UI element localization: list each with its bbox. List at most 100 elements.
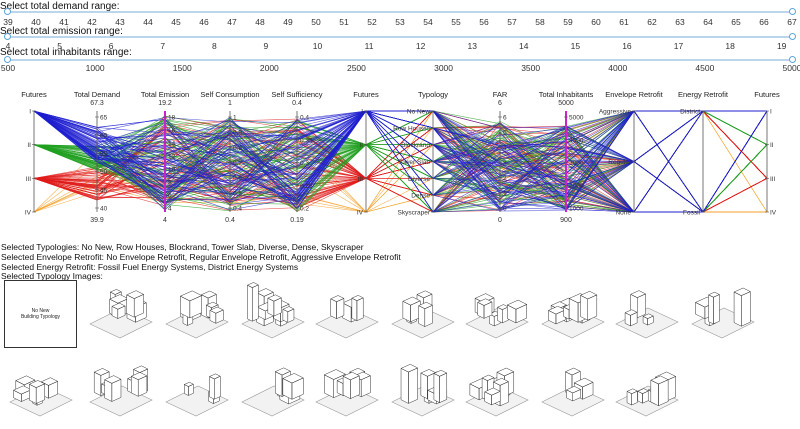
slider-tick-label: 42: [87, 17, 97, 27]
inhabitants-range-max-handle[interactable]: [789, 56, 796, 63]
selected-typologies-text: Selected Typologies: No New, Row Houses,…: [1, 242, 364, 252]
axis-tick-label: III: [358, 176, 364, 183]
slider-tick-label: 46: [199, 17, 209, 27]
demand-range-max-handle[interactable]: [789, 8, 796, 15]
axis-title: Total Emission: [141, 90, 189, 99]
axis-tick-label: 0.7: [233, 160, 242, 167]
emission-range-slider[interactable]: [8, 36, 792, 38]
slider-tick-label: 11: [364, 41, 374, 51]
series-line: [33, 110, 768, 213]
axis-tick-label: I: [29, 109, 31, 116]
axis-tick-label: III: [770, 176, 776, 183]
emission-range-max-handle[interactable]: [789, 33, 796, 40]
axis-tick-label: 0.2: [300, 206, 309, 213]
axis-tick-label: Regular: [608, 159, 632, 166]
inhabitants-range-min-handle[interactable]: [4, 56, 11, 63]
slider-tick-label: 41: [59, 17, 69, 27]
axis-tick-label: Aggressive: [599, 109, 632, 116]
axis-tick-label: 6: [168, 193, 172, 200]
axis-title: FAR: [493, 90, 508, 99]
axis-min-label: 4: [163, 217, 167, 224]
axis-tick-label: 0.3: [300, 160, 309, 167]
axis-max-label: 67.3: [90, 100, 104, 107]
typology-image-skyscraper: [536, 358, 608, 424]
slider-tick-label: 62: [647, 17, 657, 27]
slider-tick-label: 15: [570, 41, 581, 51]
slider-tick-label: 43: [115, 17, 125, 27]
slider-tick-label: 7: [160, 41, 166, 51]
axis-tick-label: 3000: [569, 160, 584, 167]
slider-tick-label: 53: [395, 17, 405, 27]
axis-min-label: 0.4: [225, 217, 235, 224]
axis-tick-label: 4: [168, 206, 172, 213]
axis-max-label: 19.2: [158, 100, 172, 107]
axis-tick-label: Diverse: [408, 176, 430, 183]
typology-image-diverse: [386, 358, 458, 424]
typology-image-row-houses: [160, 358, 232, 424]
slider-tick-label: 50: [311, 17, 321, 27]
axis-title: Typology: [418, 90, 448, 99]
typology-image-diverse: [686, 280, 758, 346]
axis-tick-label: II: [27, 142, 31, 149]
axis-title: Total Inhabitants: [539, 90, 594, 99]
demand-range-min-handle[interactable]: [4, 8, 11, 15]
slider-tick-label: 1000: [85, 63, 105, 73]
axis-tick-label: 6: [503, 115, 507, 122]
axis-tick-label: 0.5: [233, 190, 242, 197]
slider-tick-label: 59: [563, 17, 573, 27]
no-new-image-text-2: Building Typology: [20, 314, 61, 320]
axis-tick-label: III: [26, 176, 32, 183]
axis-tick-label: 60: [100, 133, 108, 140]
axis-min-label: 39.9: [90, 217, 104, 224]
axis-title: Futures: [754, 90, 780, 99]
slider-tick-label: 5000: [782, 63, 800, 73]
slider-tick-label: 64: [703, 17, 713, 27]
demand-range-ticks: 39 40 41 42 43 44 45 46 47 48 49 50 51 52 53 54 55 56 57 58…: [0, 17, 800, 27]
axis-min-label: 900: [560, 217, 572, 224]
axis-tick-label: 1: [233, 115, 237, 122]
slider-tick-label: 14: [519, 41, 529, 51]
typology-image-dense: [4, 358, 76, 424]
slider-tick-label: 12: [415, 41, 426, 51]
slider-tick-label: 4000: [608, 63, 628, 73]
slider-tick-label: 39: [3, 17, 13, 27]
typology-image-tower-slab: [84, 358, 156, 424]
typology-image-dense: [460, 358, 532, 424]
typology-image-row-houses: [84, 280, 156, 346]
slider-tick-label: 67: [787, 17, 797, 27]
slider-tick-label: 1500: [172, 63, 192, 73]
axis-title: Self Sufficiency: [271, 90, 322, 99]
axis-tick-label: 4000: [569, 137, 584, 144]
axis-tick-label: Skyscraper: [397, 210, 430, 217]
slider-tick-label: 3500: [521, 63, 541, 73]
emission-range-min-handle[interactable]: [4, 33, 11, 40]
axis-tick-label: 55: [100, 151, 108, 158]
axis-tick-label: 0.8: [233, 145, 242, 152]
inhabitants-range-slider[interactable]: [8, 59, 792, 61]
axis-tick-label: Fossil: [683, 210, 701, 217]
axis-tick-label: 40: [100, 206, 108, 213]
slider-tick-label: 3000: [434, 63, 454, 73]
axis-tick-label: 65: [100, 115, 108, 122]
axis-tick-label: 0.4: [233, 206, 242, 213]
selected-energy-retrofit-text: Selected Energy Retrofit: Fossil Fuel En…: [1, 262, 299, 272]
series-line: [33, 140, 768, 213]
slider-tick-label: 10: [312, 41, 323, 51]
slider-tick-label: 56: [479, 17, 489, 27]
slider-tick-label: 19: [776, 41, 787, 51]
demand-range-slider[interactable]: [8, 11, 792, 13]
typology-image-dense: [386, 280, 458, 346]
demand-range-label: Select total demand range:: [0, 1, 120, 12]
slider-tick-label: 5: [57, 41, 62, 51]
axis-tick-label: Row Houses: [393, 125, 431, 132]
slider-tick-label: 6: [108, 41, 114, 51]
slider-tick-label: 58: [535, 17, 545, 27]
no-new-typology-image: No New Building Typology: [4, 280, 77, 348]
axis-tick-label: 0.35: [300, 137, 313, 144]
axis-tick-label: II: [770, 142, 774, 149]
slider-tick-label: 63: [675, 17, 685, 27]
slider-tick-label: 57: [507, 17, 517, 27]
axis-tick-label: I: [770, 109, 772, 116]
axis-max-label: 5000: [558, 100, 574, 107]
